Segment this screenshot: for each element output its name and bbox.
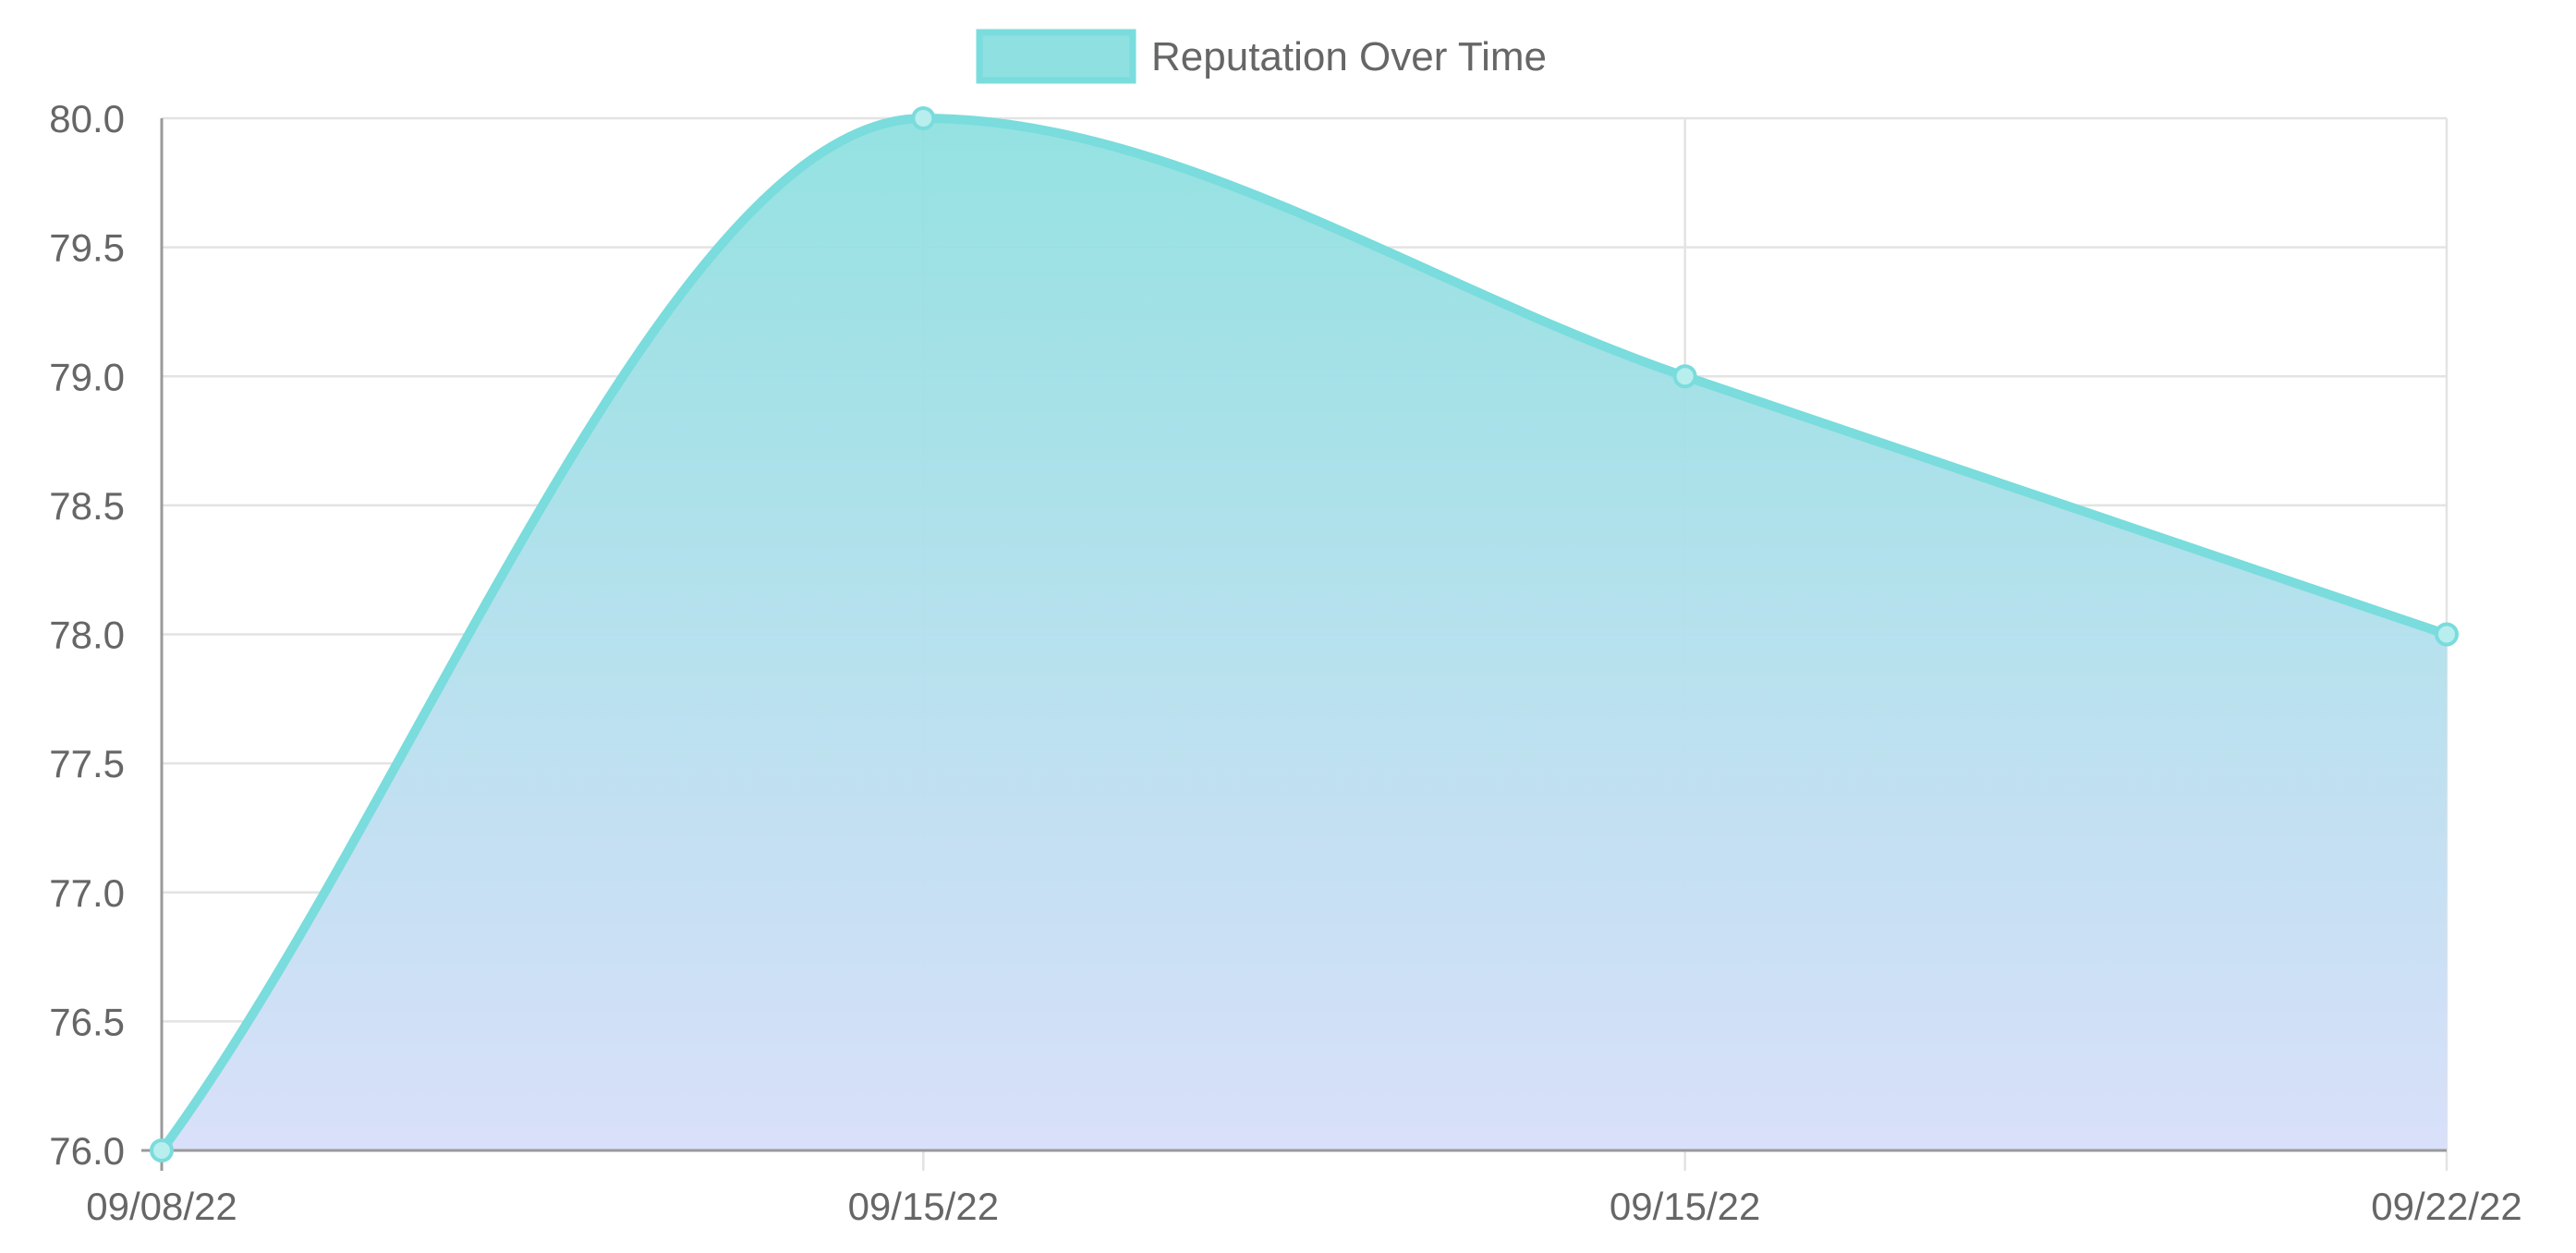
data-point[interactable]	[2435, 622, 2459, 647]
y-tick-label: 78.5	[49, 484, 125, 528]
y-tick-label: 78.0	[49, 614, 125, 657]
plot-area	[157, 114, 2451, 1155]
y-tick-label: 76.0	[49, 1129, 125, 1173]
data-point[interactable]	[1672, 364, 1697, 389]
legend-swatch[interactable]	[976, 29, 1136, 84]
series-line	[157, 114, 2451, 1155]
y-tick-label: 76.5	[49, 1000, 125, 1043]
x-tick-label: 09/15/22	[848, 1185, 1000, 1228]
y-tick-label: 77.0	[49, 871, 125, 915]
legend-label[interactable]: Reputation Over Time	[1151, 34, 1547, 79]
data-points	[150, 106, 2459, 1162]
y-tick-label: 80.0	[49, 97, 125, 140]
y-tick-label: 79.5	[49, 226, 125, 270]
series-area-fill	[162, 118, 2447, 1150]
x-tick-label: 09/15/22	[1610, 1185, 1761, 1228]
axes	[141, 118, 2447, 1171]
data-point[interactable]	[911, 106, 936, 130]
y-tick-label: 77.5	[49, 742, 125, 785]
x-tick-label: 09/08/22	[86, 1185, 237, 1228]
data-point[interactable]	[150, 1138, 174, 1162]
legend[interactable]: Reputation Over Time	[976, 29, 1547, 84]
x-tick-label: 09/22/22	[2371, 1185, 2522, 1228]
y-tick-label: 79.0	[49, 355, 125, 398]
tick-labels: 80.0 79.5 79.0 78.5 78.0 77.5 77.0 76.5 76.0 09/0…	[49, 97, 2522, 1228]
